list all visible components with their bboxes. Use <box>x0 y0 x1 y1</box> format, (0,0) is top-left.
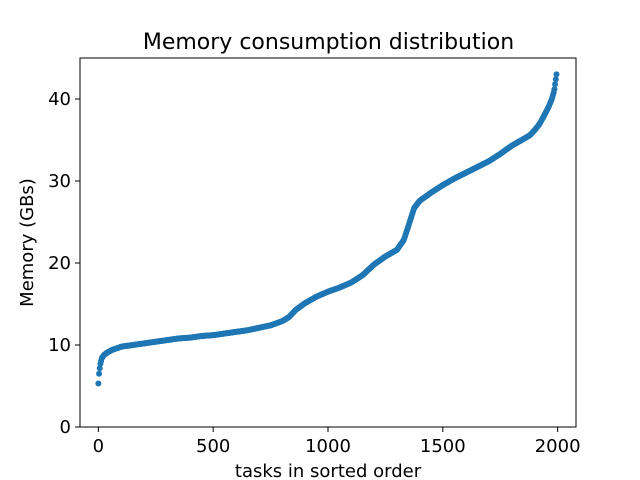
data-point <box>96 365 103 372</box>
data-point <box>552 81 559 88</box>
y-tick-label: 10 <box>48 335 71 356</box>
data-point <box>552 76 559 83</box>
x-tick-label: 1500 <box>420 436 466 457</box>
x-tick-label: 0 <box>93 436 104 457</box>
y-tick-label: 40 <box>48 89 71 110</box>
data-point <box>95 380 102 387</box>
data-point <box>96 370 103 377</box>
x-axis-label: tasks in sorted order <box>235 461 422 480</box>
x-axis: 0 500 1000 1500 2000 <box>93 427 581 457</box>
chart-title: Memory consumption distribution <box>143 30 514 55</box>
data-point <box>553 71 560 78</box>
x-tick-label: 500 <box>196 436 230 457</box>
plot-frame <box>79 57 577 428</box>
x-tick-label: 1000 <box>305 436 351 457</box>
data-point <box>551 86 558 93</box>
y-tick-label: 0 <box>60 417 71 438</box>
x-tick-label: 2000 <box>535 436 581 457</box>
y-tick-label: 30 <box>48 171 71 192</box>
plot-area <box>95 71 560 387</box>
y-axis-label: Memory (GBs) <box>17 178 38 307</box>
y-tick-label: 20 <box>48 253 71 274</box>
y-axis: 0 10 20 30 40 <box>48 89 80 438</box>
